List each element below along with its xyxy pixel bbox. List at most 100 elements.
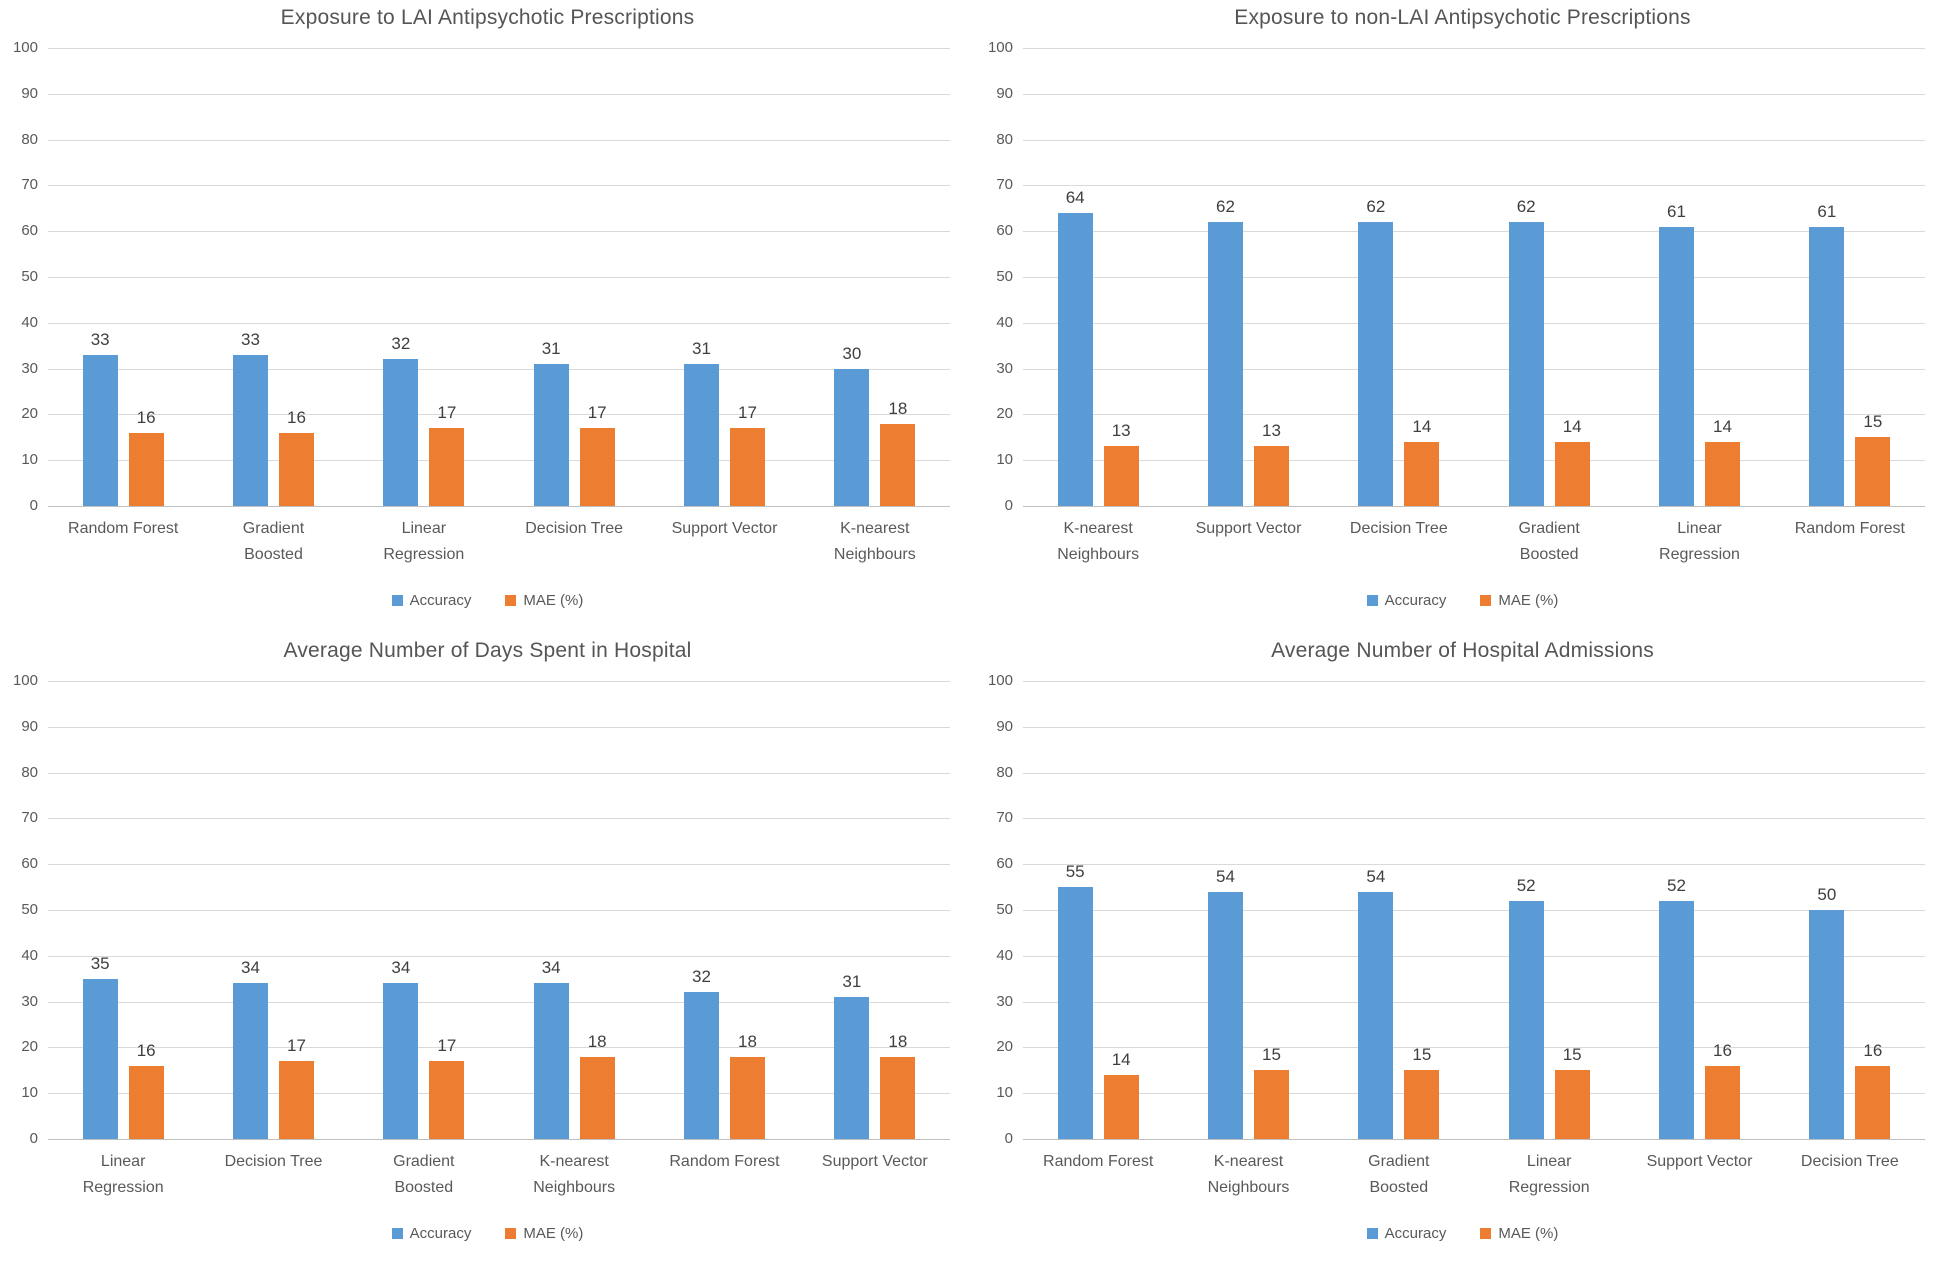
y-gridline bbox=[1023, 322, 1925, 324]
mae-bar bbox=[1705, 1065, 1740, 1139]
x-axis-category-label: Linear Regression bbox=[1474, 1149, 1624, 1201]
accuracy-bar bbox=[834, 368, 870, 506]
x-axis-category-line: Linear bbox=[401, 520, 447, 537]
bar-value-label: 17 bbox=[587, 403, 607, 423]
y-gridline bbox=[1023, 277, 1925, 278]
accuracy-bar bbox=[684, 992, 719, 1139]
x-axis-category-label: Random Forest bbox=[48, 516, 198, 542]
accuracy-bar bbox=[1659, 226, 1694, 506]
accuracy-bar bbox=[233, 983, 268, 1139]
chart-title: Average Number of Days Spent in Hospital bbox=[283, 639, 692, 662]
y-axis-tick-label: 60 bbox=[21, 855, 38, 873]
chart-legend: Accuracy MAE (%) bbox=[975, 592, 1950, 609]
y-axis-tick-label: 20 bbox=[21, 1038, 38, 1056]
bar-value-label: 16 bbox=[287, 407, 306, 427]
bar-value-label: 54 bbox=[1366, 866, 1386, 886]
y-gridline bbox=[1023, 139, 1925, 141]
accuracy-bar bbox=[233, 354, 268, 506]
legend-item-mae: MAE (%) bbox=[505, 592, 583, 609]
y-gridline bbox=[1023, 93, 1925, 95]
y-axis-tick-label: 10 bbox=[996, 451, 1013, 469]
bar-value-label: 52 bbox=[1516, 875, 1536, 895]
y-gridline bbox=[1023, 48, 1925, 49]
bar-value-label: 31 bbox=[692, 339, 711, 359]
accuracy-legend-swatch-icon bbox=[1366, 595, 1378, 606]
x-axis-category-line: Random Forest bbox=[1043, 1153, 1154, 1170]
x-axis-category-label: K-nearest Neighbours bbox=[499, 1149, 649, 1201]
y-axis-tick-label: 60 bbox=[21, 222, 38, 240]
accuracy-bar bbox=[1508, 900, 1544, 1139]
chart-title: Exposure to non-LAI Antipsychotic Prescr… bbox=[1234, 6, 1691, 29]
legend-item-mae: MAE (%) bbox=[505, 1225, 583, 1242]
y-gridline bbox=[1023, 772, 1925, 774]
bar-value-label: 15 bbox=[1863, 412, 1883, 432]
y-gridline bbox=[1023, 1093, 1925, 1095]
y-axis-tick-label: 90 bbox=[21, 717, 38, 735]
accuracy-bar bbox=[684, 364, 719, 506]
x-axis-category-label: Decision Tree bbox=[198, 1149, 348, 1175]
x-axis-category-label: Random Forest bbox=[1775, 516, 1925, 542]
bar-value-label: 31 bbox=[541, 339, 561, 359]
accuracy-bar bbox=[1809, 226, 1845, 506]
bar-value-label: 34 bbox=[541, 958, 561, 978]
bar-value-label: 14 bbox=[1111, 1049, 1131, 1069]
y-gridline bbox=[1023, 681, 1925, 682]
y-axis-tick-label: 80 bbox=[996, 763, 1013, 781]
bar-value-label: 18 bbox=[738, 1031, 757, 1051]
bar-value-label: 62 bbox=[1516, 197, 1536, 217]
x-axis-category-line: Gradient bbox=[242, 520, 305, 537]
mae-bar bbox=[730, 428, 765, 506]
bar-value-label: 17 bbox=[437, 1036, 457, 1056]
y-gridline bbox=[1023, 368, 1925, 370]
bar-value-label: 35 bbox=[90, 953, 110, 973]
y-axis-tick-label: 40 bbox=[21, 313, 38, 331]
accuracy-bar bbox=[1057, 887, 1093, 1139]
mae-bar bbox=[730, 1056, 765, 1139]
bar-value-label: 18 bbox=[888, 398, 908, 418]
bar-value-label: 64 bbox=[1065, 187, 1085, 207]
y-axis-tick-label: 100 bbox=[12, 672, 38, 689]
bar-value-label: 32 bbox=[692, 967, 711, 987]
bar-value-label: 34 bbox=[391, 958, 411, 978]
mae-bar bbox=[1855, 1065, 1891, 1139]
accuracy-bar bbox=[1057, 212, 1093, 506]
y-axis-tick-label: 40 bbox=[996, 946, 1013, 964]
chart-exposure-non-lai: Exposure to non-LAI Antipsychotic Prescr… bbox=[975, 0, 1950, 633]
accuracy-bar bbox=[383, 983, 419, 1139]
bar-value-label: 17 bbox=[738, 403, 757, 423]
x-axis-category-line: Regression bbox=[1508, 1179, 1590, 1196]
y-axis-tick-label: 40 bbox=[996, 313, 1013, 331]
x-axis-category-label: K-nearest Neighbours bbox=[1023, 516, 1173, 568]
x-axis-category-label: Support Vector bbox=[1624, 1149, 1774, 1175]
x-axis-category-label: Support Vector bbox=[1173, 516, 1323, 542]
bar-value-label: 52 bbox=[1667, 875, 1686, 895]
bar-value-label: 33 bbox=[241, 329, 260, 349]
x-axis-category-line: Random Forest bbox=[68, 520, 179, 537]
x-axis-category-line: Decision Tree bbox=[1349, 520, 1448, 537]
accuracy-legend-swatch-icon bbox=[391, 595, 403, 606]
x-axis-category-label: Decision Tree bbox=[1775, 1149, 1925, 1175]
accuracy-legend-swatch-icon bbox=[391, 1228, 403, 1239]
y-gridline bbox=[48, 1001, 950, 1003]
y-axis-tick-label: 80 bbox=[996, 130, 1013, 148]
legend-item-accuracy: Accuracy bbox=[391, 592, 471, 609]
accuracy-bar bbox=[533, 364, 569, 506]
accuracy-bar bbox=[533, 983, 569, 1139]
x-axis-category-line: Decision Tree bbox=[224, 1153, 323, 1170]
y-axis-tick-label: 90 bbox=[996, 717, 1013, 735]
y-axis-tick-label: 10 bbox=[996, 1084, 1013, 1102]
y-axis-tick-label: 70 bbox=[21, 809, 38, 827]
bar-value-label: 15 bbox=[1562, 1045, 1582, 1065]
y-gridline bbox=[1023, 910, 1925, 911]
bar-value-label: 14 bbox=[1562, 416, 1582, 436]
x-axis-category-label: Decision Tree bbox=[499, 516, 649, 542]
y-gridline bbox=[1023, 955, 1925, 957]
x-axis-category-line: Regression bbox=[82, 1179, 164, 1196]
bar-value-label: 17 bbox=[437, 403, 457, 423]
legend-label: MAE (%) bbox=[1498, 592, 1559, 609]
y-axis-tick-label: 0 bbox=[29, 497, 38, 514]
y-axis-tick-label: 60 bbox=[996, 855, 1013, 873]
bar-value-label: 16 bbox=[1863, 1040, 1883, 1060]
x-axis-category-line: Neighbours bbox=[833, 546, 916, 563]
y-axis-tick-label: 20 bbox=[21, 405, 38, 423]
